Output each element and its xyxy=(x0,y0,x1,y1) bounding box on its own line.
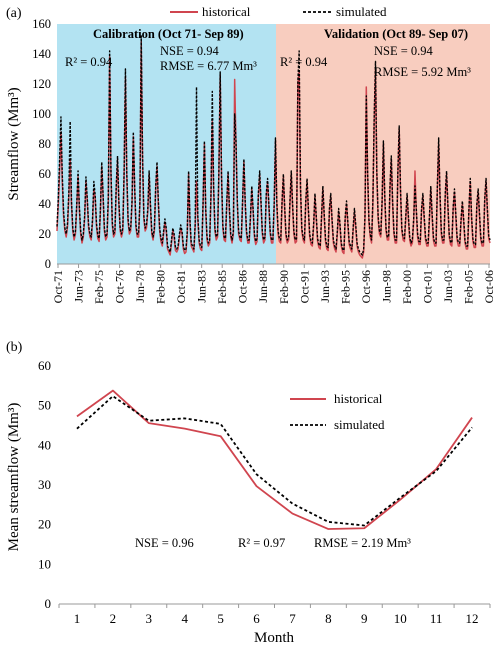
b-x-tick-label: 8 xyxy=(325,611,332,626)
a-y-tick-label: 140 xyxy=(32,47,51,61)
b-y-tick-label: 0 xyxy=(45,596,52,611)
a-legend-historical-label: historical xyxy=(202,4,251,19)
b-y-axis: 0 10 20 30 40 50 60 xyxy=(38,358,51,611)
b-x-axis-label: Month xyxy=(254,630,295,646)
a-x-tick-label: Oct-81 xyxy=(174,270,188,303)
b-y-tick-label: 40 xyxy=(38,437,51,452)
b-legend: historical simulated xyxy=(290,391,385,432)
b-y-axis-label: Mean streamflow (Mm³) xyxy=(6,403,22,552)
b-y-tick-label: 60 xyxy=(38,358,51,373)
validation-nse: NSE = 0.94 xyxy=(374,44,434,58)
a-y-tick-label: 120 xyxy=(32,77,51,91)
a-series-simulated xyxy=(56,35,491,256)
b-y-tick-label: 10 xyxy=(38,556,51,571)
b-x-tick-label: 3 xyxy=(146,611,153,626)
a-x-tick-label: Oct-71 xyxy=(51,270,65,303)
b-rmse: RMSE = 2.19 Mm³ xyxy=(314,536,411,550)
a-x-tick-label: Oct-86 xyxy=(236,270,250,303)
b-series-historical xyxy=(76,389,473,530)
validation-rmse-prefix: RMSE = xyxy=(374,65,421,79)
b-x-tick-label: 12 xyxy=(466,611,479,626)
b-r2: R² = 0.97 xyxy=(238,536,285,550)
a-x-tick-label: Jun-03 xyxy=(441,270,455,303)
b-x-tick-label: 10 xyxy=(394,611,407,626)
a-x-tick-label: Jun-88 xyxy=(256,270,270,303)
a-x-tick-label: Jun-83 xyxy=(195,270,209,303)
a-x-tick-label: Feb-05 xyxy=(461,270,475,304)
b-legend-simulated-label: simulated xyxy=(334,417,385,432)
a-x-tick-label: Feb-00 xyxy=(400,270,414,304)
a-x-tick-label: Oct-06 xyxy=(482,270,496,303)
b-x-tick-label: 6 xyxy=(253,611,260,626)
b-x-tick-label: 11 xyxy=(430,611,443,626)
a-y-tick-label: 40 xyxy=(39,197,52,211)
a-legend: historical simulated xyxy=(170,4,387,19)
calibration-rmse: RMSE = 6.77 Mm³ xyxy=(160,59,257,73)
a-x-tick-label: Jun-78 xyxy=(133,270,147,303)
a-x-tick-label: Jun-98 xyxy=(379,270,393,303)
b-x-tick-label: 7 xyxy=(289,611,296,626)
a-legend-simulated-label: simulated xyxy=(336,4,387,19)
b-nse: NSE = 0.96 xyxy=(135,536,194,550)
a-x-tick-label: Feb-80 xyxy=(154,270,168,304)
a-y-tick-label: 0 xyxy=(45,257,51,271)
b-x-tick-label: 1 xyxy=(74,611,81,626)
validation-rmse: RMSE = 5.92 Mm³ xyxy=(374,65,471,79)
a-x-tick-label: Oct-01 xyxy=(420,270,434,303)
a-x-tick-label: Feb-75 xyxy=(92,270,106,304)
panel-a: 0 20 40 60 80 100 120 140 160 Oct-71 Jun-73 Feb-75… xyxy=(6,4,496,304)
a-x-tick-label: Oct-96 xyxy=(359,270,373,303)
a-series-lines xyxy=(56,35,491,259)
a-y-tick-label: 100 xyxy=(32,107,51,121)
b-y-tick-label: 20 xyxy=(38,517,51,532)
b-x-tick-label: 9 xyxy=(361,611,368,626)
b-legend-historical-label: historical xyxy=(334,391,383,406)
calibration-nse: NSE = 0.94 xyxy=(160,44,220,58)
a-x-tick-label: Feb-90 xyxy=(277,270,291,304)
a-x-tick-label: Oct-91 xyxy=(297,270,311,303)
a-x-tick-label: Oct-76 xyxy=(113,270,127,303)
validation-r2: R² = 0.94 xyxy=(280,55,328,69)
calibration-r2: R² = 0.94 xyxy=(65,55,113,69)
validation-rmse-value: 5.92 Mm³ xyxy=(421,65,471,79)
b-series-lines xyxy=(76,389,473,530)
validation-title: Validation (Oct 89- Sep 07) xyxy=(324,27,468,41)
a-x-tick-label: Feb-85 xyxy=(215,270,229,304)
b-y-tick-label: 50 xyxy=(38,398,51,413)
panel-b-label: (b) xyxy=(6,340,23,355)
a-x-tick-label: Jun-73 xyxy=(72,270,86,303)
a-y-tick-label: 60 xyxy=(39,167,52,181)
a-y-tick-label: 160 xyxy=(32,17,51,31)
a-y-axis: 0 20 40 60 80 100 120 140 160 xyxy=(32,17,52,271)
a-y-axis-label: Streamflow (Mm³) xyxy=(6,87,22,200)
a-x-tick-label: Jun-93 xyxy=(318,270,332,303)
b-x-tick-label: 4 xyxy=(181,611,188,626)
b-series-simulated xyxy=(76,395,473,527)
a-y-tick-label: 80 xyxy=(39,137,52,151)
b-x-axis: 1 2 3 4 5 6 7 8 9 10 11 12 xyxy=(58,604,491,626)
a-x-axis: Oct-71 Jun-73 Feb-75 Oct-76 Jun-78 Feb-80 Oct-… xyxy=(51,264,496,304)
b-y-tick-label: 30 xyxy=(38,477,51,492)
b-x-tick-label: 2 xyxy=(110,611,117,626)
panel-a-label: (a) xyxy=(6,6,22,21)
b-x-tick-label: 5 xyxy=(217,611,224,626)
calibration-title: Calibration (Oct 71- Sep 89) xyxy=(93,27,244,41)
calibration-background xyxy=(57,24,276,264)
a-y-tick-label: 20 xyxy=(39,227,52,241)
a-x-tick-label: Feb-95 xyxy=(338,270,352,304)
